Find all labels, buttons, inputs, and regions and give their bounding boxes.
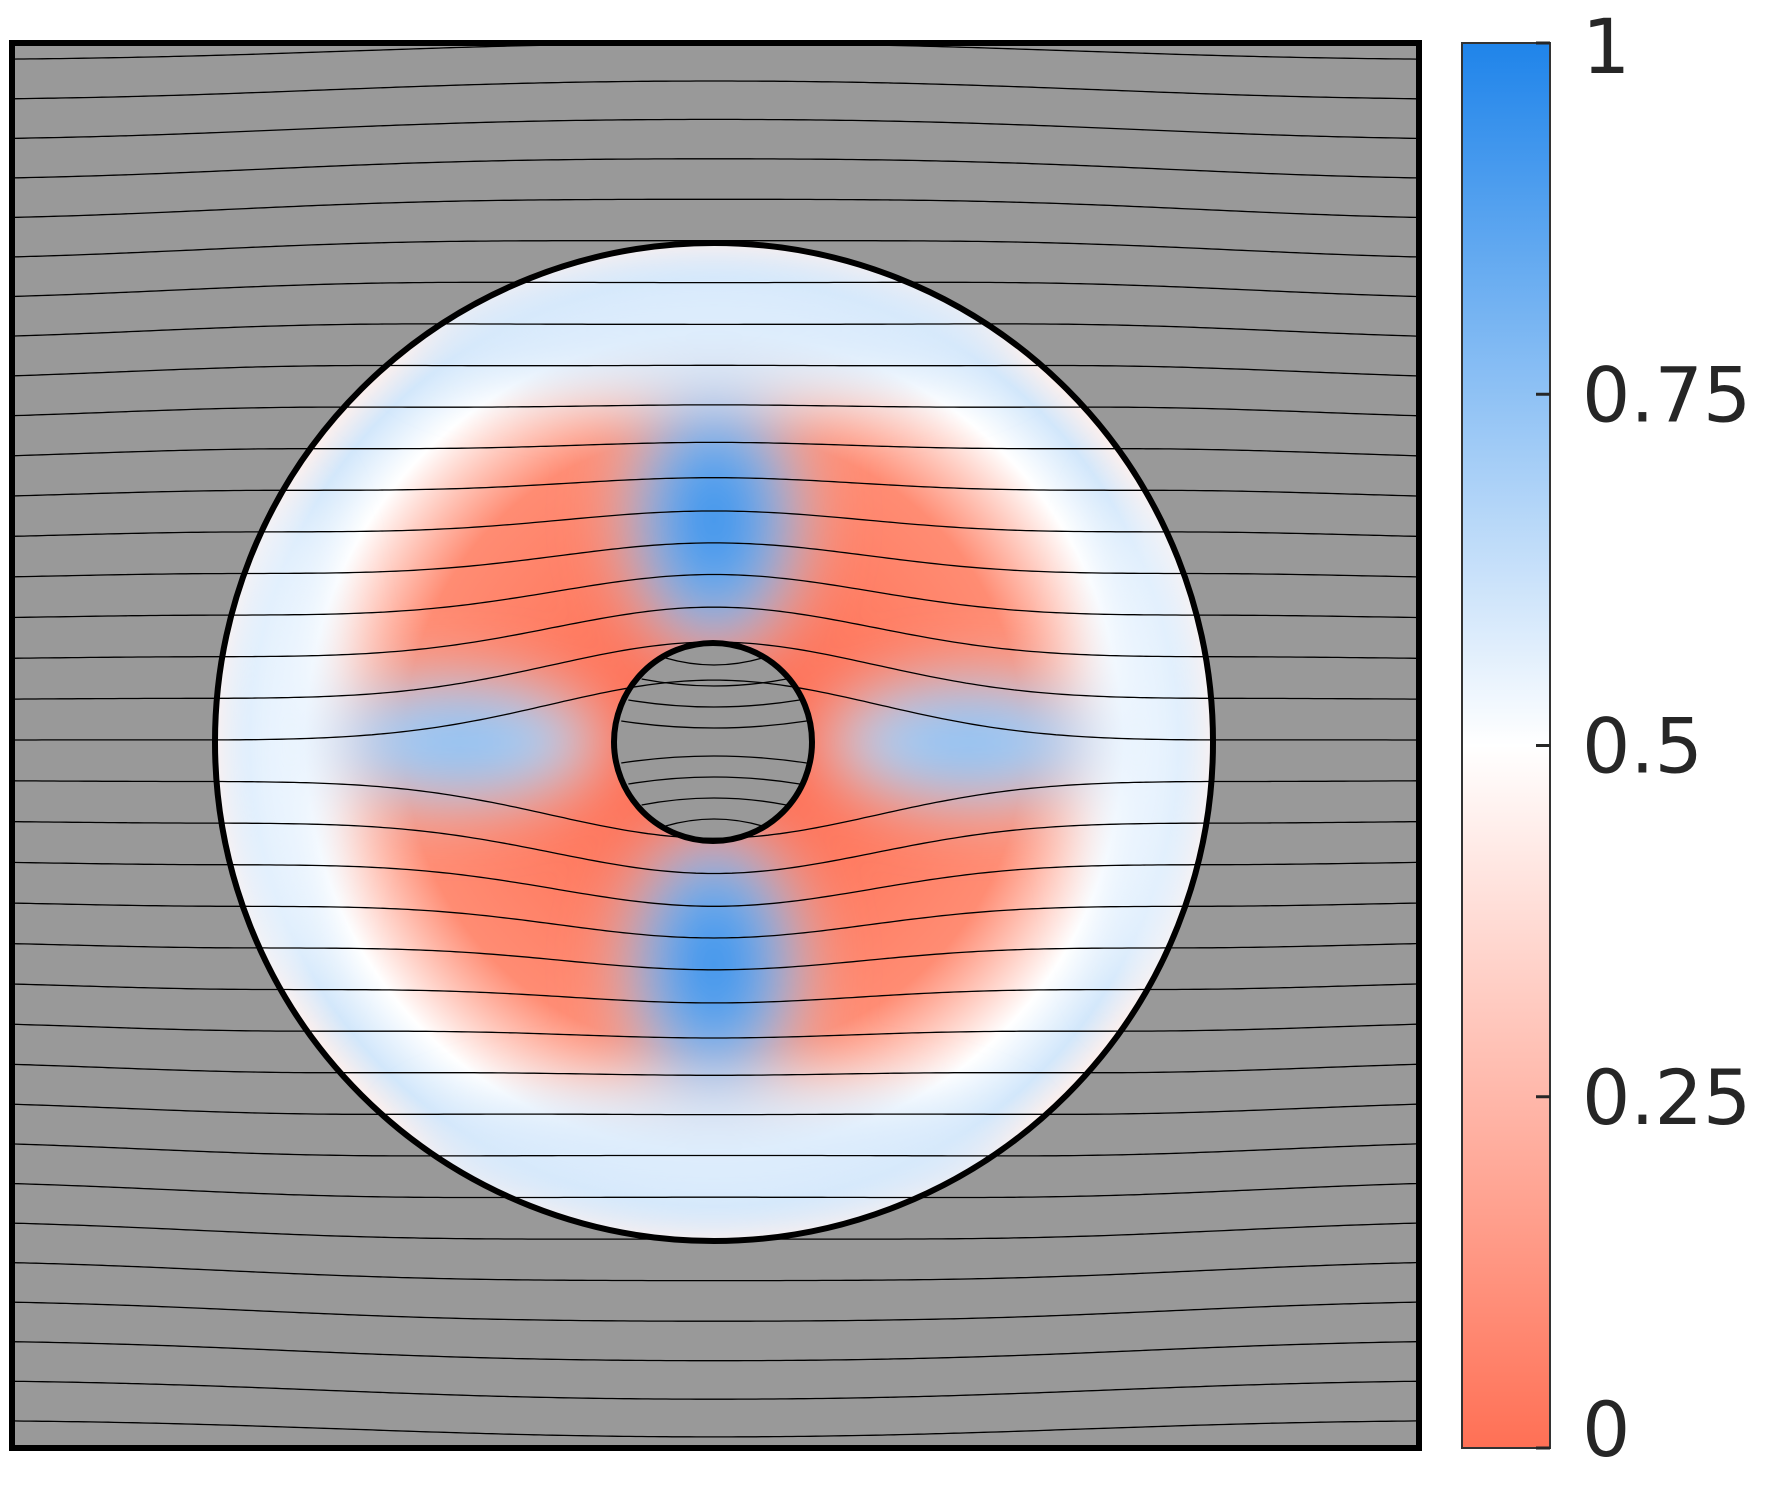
colorbar-tick-label: 0.75 [1582, 350, 1751, 439]
field-line [12, 821, 1416, 875]
field-line [12, 510, 1417, 537]
inner-core-boundary [611, 640, 815, 844]
field-line [12, 80, 1417, 100]
field-line [12, 902, 1417, 939]
colorbar: 0 0.25 0.5 0.75 1 [1461, 2, 1751, 1474]
colorbar-tick-label: 0.5 [1582, 702, 1703, 791]
field-line [12, 679, 1416, 741]
core-field-line [665, 657, 763, 666]
core-field-line [628, 776, 800, 785]
core-field-line [621, 720, 807, 729]
field-line [12, 1420, 1417, 1438]
field-line [12, 861, 1417, 907]
field-line [12, 118, 1417, 140]
field-line [12, 1261, 1417, 1282]
field-line [12, 573, 1417, 619]
plot-frame [9, 40, 1422, 1451]
field-line [12, 158, 1417, 179]
field-line [12, 281, 1417, 298]
field-line [12, 1301, 1417, 1322]
field-line [12, 1063, 1417, 1076]
field-line [12, 404, 1417, 417]
field-line [12, 942, 1417, 971]
field-line [12, 323, 1417, 337]
field-line [12, 1103, 1417, 1116]
colorbar-tick-label: 0 [1582, 1385, 1630, 1474]
colorbar-tick-label: 0.25 [1582, 1053, 1751, 1142]
core-field-line [665, 818, 763, 827]
field-lines [12, 43, 1417, 1438]
field-line [12, 198, 1417, 219]
core-field-line [641, 678, 787, 687]
field-line [12, 1380, 1417, 1400]
field-line [12, 1182, 1417, 1199]
field-line [12, 1023, 1417, 1039]
field-line [12, 983, 1417, 1004]
outer-shell-boundary [212, 240, 1216, 1244]
colorbar-tick-label: 1 [1582, 2, 1630, 91]
core-field-line [621, 755, 807, 764]
core-field-line [628, 699, 800, 708]
field-line [12, 477, 1417, 497]
field-line [12, 1143, 1417, 1157]
core-field-line [641, 797, 787, 806]
field-line [12, 606, 1417, 659]
field-line [12, 1341, 1417, 1362]
field-line [12, 364, 1417, 377]
field-line [12, 441, 1417, 457]
colorbar-gradient [1461, 42, 1551, 1449]
